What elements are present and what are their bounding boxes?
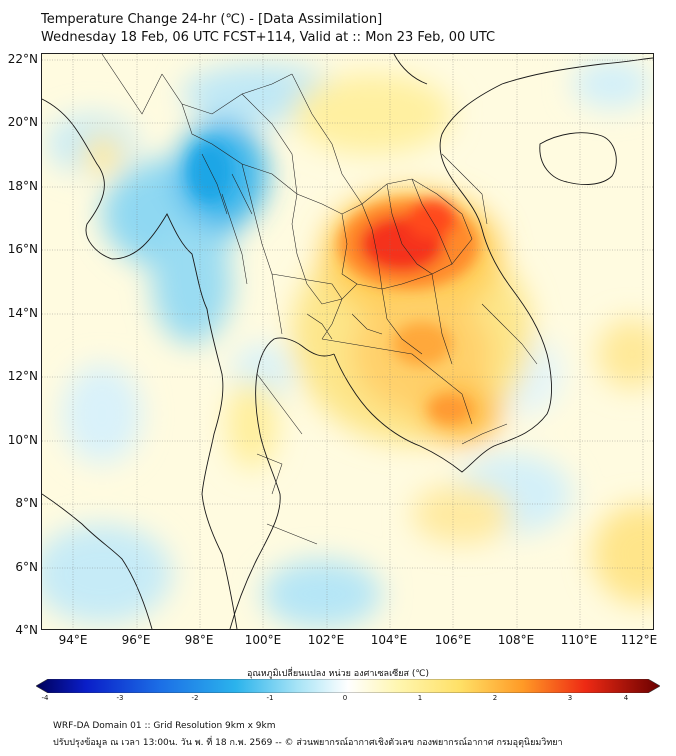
- chart-subtitle: Wednesday 18 Feb, 06 UTC FCST+114, Valid…: [41, 30, 496, 45]
- lon-label: 102°E: [307, 633, 345, 647]
- lat-label: 10°N: [7, 433, 38, 447]
- lat-label: 18°N: [7, 179, 38, 193]
- colorbar-tick: 1: [417, 694, 423, 702]
- lat-label: 20°N: [7, 115, 38, 129]
- lon-label: 110°E: [560, 633, 598, 647]
- colorbar-tick: 3: [567, 694, 573, 702]
- warm-core: [188, 142, 479, 424]
- footer-credit: ปรับปรุงข้อมูล ณ เวลา 13:00น. วัน พ. ที่…: [53, 738, 563, 748]
- admin-borders: [101, 54, 538, 545]
- lon-label: 112°E: [620, 633, 658, 647]
- lat-label: 16°N: [7, 242, 38, 256]
- colorbar-tick: 2: [492, 694, 498, 702]
- colorbar-gradient: [36, 679, 660, 693]
- colorbar-tick: 0: [342, 694, 348, 702]
- colorbar-tick: 4: [623, 694, 629, 702]
- lon-label: 106°E: [434, 633, 472, 647]
- temperature-change-map: [42, 54, 653, 629]
- coastlines: [42, 54, 653, 629]
- lat-label: 14°N: [7, 306, 38, 320]
- lon-label: 98°E: [184, 633, 214, 647]
- lat-label: 4°N: [15, 623, 38, 637]
- lat-label: 6°N: [15, 560, 38, 574]
- lat-label: 8°N: [15, 496, 38, 510]
- colorbar-tick: -3: [116, 694, 124, 702]
- colorbar-tick: -1: [266, 694, 274, 702]
- colorbar-title: อุณหภูมิเปลี่ยนแปลง หน่วย องศาเซลเซียส (…: [246, 669, 430, 679]
- lon-label: 94°E: [58, 633, 88, 647]
- lat-label: 12°N: [7, 369, 38, 383]
- map-panel: [41, 53, 654, 630]
- footer-resolution: WRF-DA Domain 01 :: Grid Resolution 9km …: [53, 721, 276, 731]
- colorbar-tick: -2: [191, 694, 199, 702]
- colorbar-tick: -4: [41, 694, 49, 702]
- lon-label: 104°E: [370, 633, 408, 647]
- lon-label: 100°E: [244, 633, 282, 647]
- colorbar: [36, 679, 660, 693]
- graticule: [42, 54, 653, 629]
- chart-title: Temperature Change 24-hr (℃) - [Data Ass…: [41, 12, 383, 27]
- lat-label: 22°N: [7, 52, 38, 66]
- lon-label: 108°E: [497, 633, 535, 647]
- lon-label: 96°E: [121, 633, 151, 647]
